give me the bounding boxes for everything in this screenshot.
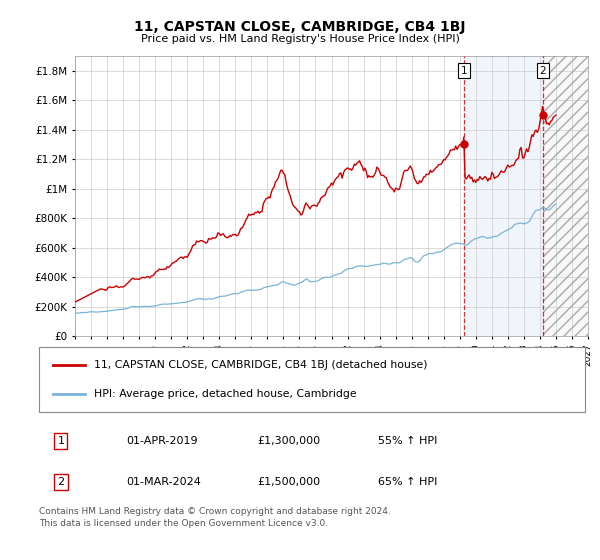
Text: 65% ↑ HPI: 65% ↑ HPI xyxy=(377,477,437,487)
Text: 11, CAPSTAN CLOSE, CAMBRIDGE, CB4 1BJ (detached house): 11, CAPSTAN CLOSE, CAMBRIDGE, CB4 1BJ (d… xyxy=(94,360,427,370)
Text: 1: 1 xyxy=(58,436,64,446)
Text: 55% ↑ HPI: 55% ↑ HPI xyxy=(377,436,437,446)
Bar xyxy=(542,56,588,336)
Bar xyxy=(464,56,542,336)
Text: Contains HM Land Registry data © Crown copyright and database right 2024.
This d: Contains HM Land Registry data © Crown c… xyxy=(39,507,391,528)
Text: 01-MAR-2024: 01-MAR-2024 xyxy=(127,477,201,487)
Text: 1: 1 xyxy=(460,66,467,76)
Text: HPI: Average price, detached house, Cambridge: HPI: Average price, detached house, Camb… xyxy=(94,389,356,399)
Bar xyxy=(542,56,588,336)
Text: £1,300,000: £1,300,000 xyxy=(257,436,320,446)
Text: 2: 2 xyxy=(57,477,64,487)
FancyBboxPatch shape xyxy=(39,347,585,412)
Text: 01-APR-2019: 01-APR-2019 xyxy=(127,436,198,446)
Text: 11, CAPSTAN CLOSE, CAMBRIDGE, CB4 1BJ: 11, CAPSTAN CLOSE, CAMBRIDGE, CB4 1BJ xyxy=(134,20,466,34)
Text: 2: 2 xyxy=(539,66,546,76)
Text: Price paid vs. HM Land Registry's House Price Index (HPI): Price paid vs. HM Land Registry's House … xyxy=(140,34,460,44)
Text: £1,500,000: £1,500,000 xyxy=(257,477,320,487)
